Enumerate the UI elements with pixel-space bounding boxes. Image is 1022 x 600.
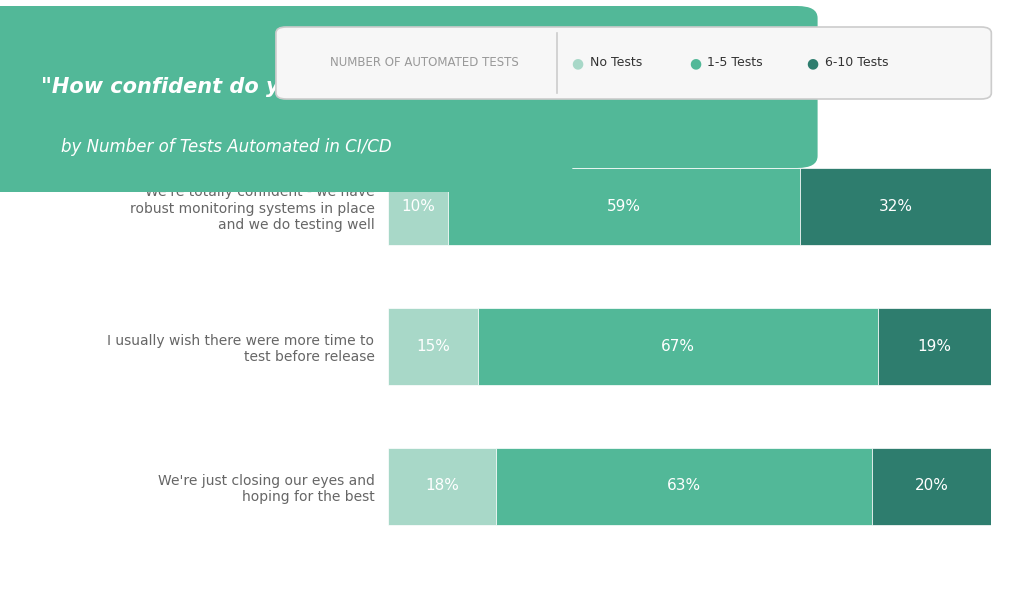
Bar	[496, 448, 872, 524]
Text: ●: ●	[571, 56, 584, 70]
Text: 15%: 15%	[416, 338, 450, 353]
Text: 67%: 67%	[661, 338, 695, 353]
Text: NUMBER OF AUTOMATED TESTS: NUMBER OF AUTOMATED TESTS	[330, 56, 518, 70]
Bar	[800, 167, 991, 245]
Text: "How confident do you typically feel about each release?": "How confident do you typically feel abo…	[41, 77, 723, 97]
Bar	[872, 448, 991, 524]
Text: 19%: 19%	[918, 338, 951, 353]
Text: 63%: 63%	[666, 479, 701, 493]
Text: 32%: 32%	[879, 199, 913, 214]
Text: No Tests: No Tests	[590, 56, 642, 70]
Bar	[448, 167, 800, 245]
Text: 10%: 10%	[402, 199, 435, 214]
Text: 1-5 Tests: 1-5 Tests	[707, 56, 762, 70]
Text: 59%: 59%	[607, 199, 641, 214]
Bar	[388, 448, 496, 524]
Text: 18%: 18%	[425, 479, 459, 493]
Text: ●: ●	[689, 56, 701, 70]
Text: ●: ●	[806, 56, 819, 70]
Bar	[388, 308, 478, 385]
Bar	[878, 308, 991, 385]
Text: 20%: 20%	[915, 479, 948, 493]
Bar	[388, 167, 448, 245]
Bar	[478, 308, 878, 385]
Text: 6-10 Tests: 6-10 Tests	[825, 56, 888, 70]
Text: by Number of Tests Automated in CI/CD: by Number of Tests Automated in CI/CD	[61, 138, 392, 156]
